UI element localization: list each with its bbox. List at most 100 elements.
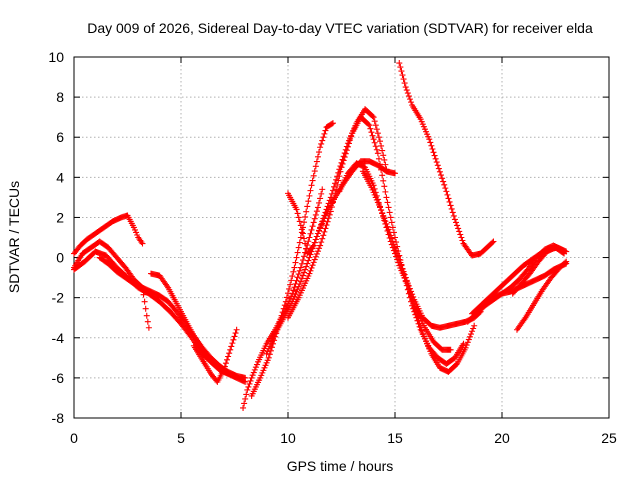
data-point: [247, 377, 254, 384]
data-point: [433, 159, 440, 166]
data-point: [318, 190, 325, 197]
data-point: [327, 208, 334, 215]
data-point: [313, 250, 320, 257]
data-point: [299, 257, 306, 264]
y-tick-label: 4: [56, 169, 64, 185]
data-point: [309, 223, 316, 230]
data-point: [291, 264, 298, 271]
data-point: [299, 272, 306, 279]
data-point: [446, 198, 453, 205]
data-point: [310, 242, 317, 249]
data-point: [438, 172, 445, 179]
data-point: [398, 262, 405, 269]
data-point: [221, 363, 228, 370]
data-point: [454, 222, 461, 229]
data-point: [311, 256, 318, 263]
data-point: [369, 132, 376, 139]
data-point: [292, 259, 299, 266]
data-point: [321, 212, 328, 219]
data-point: [348, 133, 355, 140]
data-point: [371, 139, 378, 146]
data-point: [299, 230, 306, 237]
y-tick-label: -8: [52, 410, 65, 426]
data-point: [377, 204, 384, 211]
chart-title: Day 009 of 2026, Sidereal Day-to-day VTE…: [87, 20, 593, 36]
data-point: [402, 84, 409, 91]
data-point: [409, 297, 416, 304]
data-point: [377, 138, 384, 145]
data-point: [393, 247, 400, 254]
data-point: [412, 307, 419, 314]
data-point: [386, 229, 393, 236]
data-point: [289, 273, 296, 280]
data-point: [458, 234, 465, 241]
data-point: [290, 268, 297, 275]
data-point: [302, 213, 309, 220]
data-point: [318, 140, 325, 147]
data-point: [460, 340, 467, 347]
data-point: [337, 168, 344, 175]
data-point: [384, 199, 391, 206]
data-point: [308, 264, 315, 271]
data-point: [309, 262, 316, 269]
data-point: [230, 336, 237, 343]
data-point: [401, 271, 408, 278]
data-point: [252, 364, 259, 371]
data-point: [313, 158, 320, 165]
data-point: [410, 300, 417, 307]
data-point: [305, 238, 312, 245]
data-point: [329, 187, 336, 194]
data-point: [294, 249, 301, 256]
data-point: [314, 153, 321, 160]
data-point: [329, 199, 336, 206]
data-point: [338, 164, 345, 171]
data-point: [319, 235, 326, 242]
data-point: [371, 118, 378, 125]
data-point: [297, 222, 304, 229]
data-point: [373, 146, 380, 153]
data-point: [295, 244, 302, 251]
data-point: [382, 161, 389, 168]
axis-ticks: 0 5 10 15 20 25 -8 -6 -4 -2 0 2 4 6 8 10: [48, 49, 617, 446]
data-point: [298, 275, 305, 282]
data-point: [301, 235, 308, 242]
data-point: [388, 219, 395, 226]
data-point: [312, 163, 319, 170]
data-point: [374, 150, 381, 157]
data-point: [143, 312, 150, 319]
data-point: [465, 336, 472, 343]
data-point: [370, 136, 377, 143]
data-point: [306, 270, 313, 277]
data-point: [382, 218, 389, 225]
data-point: [448, 205, 455, 212]
data-point: [308, 182, 315, 189]
data-point: [286, 285, 293, 292]
data-point: [311, 239, 318, 246]
data-point: [408, 99, 415, 106]
data-point: [253, 361, 260, 368]
data-point: [281, 302, 288, 309]
data-point: [307, 230, 314, 237]
data-point: [317, 195, 324, 202]
x-tick-label: 10: [280, 430, 296, 446]
data-point: [388, 235, 395, 242]
data-point: [400, 268, 407, 275]
data-point: [293, 254, 300, 261]
data-point: [445, 195, 452, 202]
data-point: [387, 232, 394, 239]
data-point: [415, 317, 422, 324]
data-point: [370, 114, 377, 121]
data-point: [432, 155, 439, 162]
data-point: [345, 140, 352, 147]
series-track: [513, 258, 570, 333]
data-point: [389, 224, 396, 231]
data-point: [436, 168, 443, 175]
data-point: [242, 395, 249, 402]
data-point: [288, 277, 295, 284]
data-point: [311, 168, 318, 175]
data-point: [366, 122, 373, 129]
data-point: [417, 324, 424, 331]
data-point: [314, 204, 321, 211]
data-point: [312, 236, 319, 243]
data-point: [385, 226, 392, 233]
